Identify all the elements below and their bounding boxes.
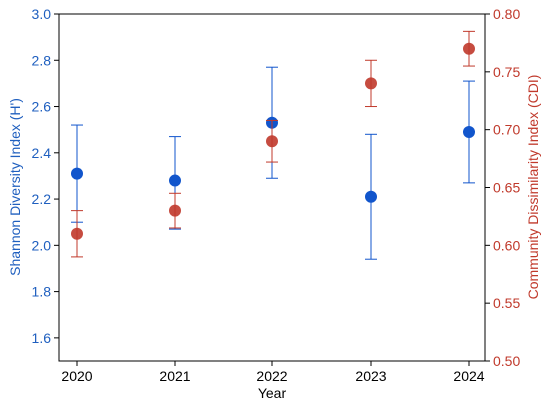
data-point — [71, 227, 83, 240]
right-tick-label: 0.80 — [493, 6, 520, 22]
x-tick-label: 2020 — [61, 368, 92, 384]
left-axis: 1.6 1.8 2.0 2.2 2.4 2.6 2.8 3.0 — [32, 6, 59, 346]
left-tick-label: 2.0 — [32, 237, 52, 253]
left-axis-title: Shannon Diversity Index (H') — [7, 98, 23, 276]
x-tick-label: 2022 — [256, 368, 287, 384]
data-point — [169, 174, 181, 187]
right-tick-label: 0.60 — [493, 237, 520, 253]
left-tick-label: 1.6 — [32, 330, 52, 346]
left-tick-label: 2.2 — [32, 191, 52, 207]
data-point — [71, 167, 83, 180]
left-tick-label: 2.6 — [32, 99, 52, 115]
data-point — [266, 135, 278, 148]
series-left — [71, 66, 475, 260]
left-tick-label: 2.8 — [32, 52, 52, 68]
plot-frame — [58, 13, 486, 362]
right-axis-title: Community Dissimilarity Index (CDI) — [525, 75, 541, 300]
left-tick-label: 2.4 — [32, 145, 52, 161]
right-tick-label: 0.75 — [493, 64, 520, 80]
data-point — [169, 204, 181, 217]
left-tick-label: 3.0 — [32, 6, 52, 22]
right-tick-label: 0.70 — [493, 122, 520, 138]
data-point — [365, 190, 377, 203]
x-tick-label: 2021 — [159, 368, 190, 384]
data-point — [463, 42, 475, 55]
x-tick-label: 2024 — [453, 368, 484, 384]
x-axis-title: Year — [258, 385, 287, 401]
right-tick-label: 0.65 — [493, 180, 520, 196]
x-tick-label: 2023 — [355, 368, 386, 384]
series-right — [71, 30, 475, 258]
x-axis: 2020 2021 2022 2023 2024 — [61, 361, 485, 384]
left-tick-label: 1.8 — [32, 284, 52, 300]
data-point — [365, 77, 377, 90]
series-layer — [71, 30, 475, 260]
right-axis: 0.50 0.55 0.60 0.65 0.70 0.75 0.80 — [485, 6, 520, 369]
right-tick-label: 0.55 — [493, 295, 520, 311]
data-point — [463, 125, 475, 138]
right-tick-label: 0.50 — [493, 353, 520, 369]
